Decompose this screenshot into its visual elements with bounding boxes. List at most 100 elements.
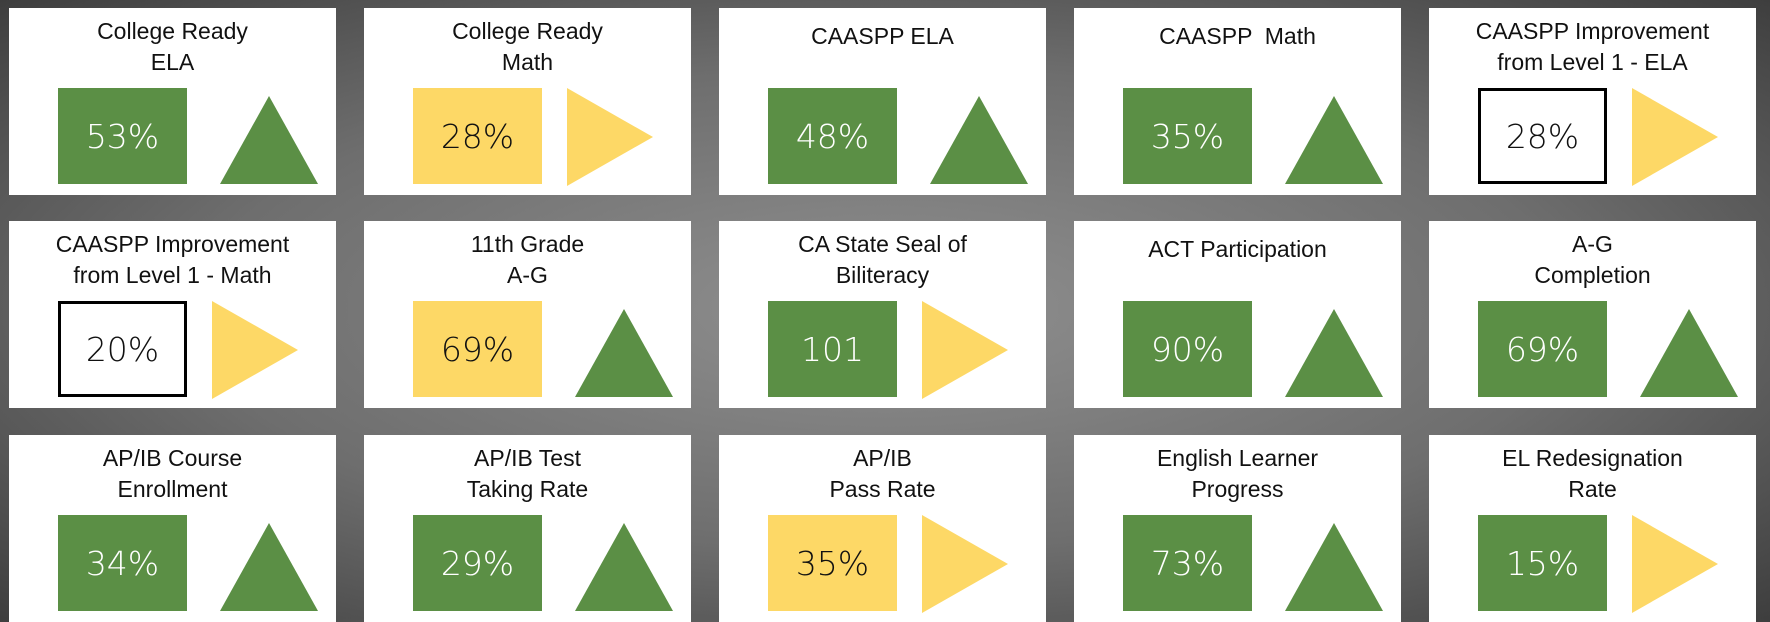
trend-triangle	[212, 301, 298, 399]
value-box: 69%	[413, 301, 542, 397]
title-line: Biliteracy	[835, 262, 930, 288]
trend-triangle	[1285, 96, 1383, 184]
card-title: ACT Participation	[1074, 234, 1401, 265]
kpi-card: A-G Completion 69%	[1429, 221, 1756, 408]
title-line: from Level 1 - ELA	[1497, 49, 1688, 75]
value-box: 101	[768, 301, 897, 397]
title-line: English Learner	[1156, 445, 1319, 471]
card-title: CAASPP ELA	[719, 21, 1046, 52]
card-title: AP/IB Pass Rate	[719, 443, 1046, 505]
title-line: EL Redesignation	[1502, 445, 1683, 471]
value-box: 73%	[1123, 515, 1252, 611]
trend-arrow	[1632, 88, 1718, 186]
trend-triangle	[575, 309, 673, 397]
card-title: College Ready Math	[364, 16, 691, 78]
kpi-card: CA State Seal of Biliteracy 101	[719, 221, 1046, 408]
value-box: 29%	[413, 515, 542, 611]
title-line: AP/IB	[853, 445, 912, 471]
trend-triangle	[1632, 515, 1718, 613]
value-box: 90%	[1123, 301, 1252, 397]
trend-arrow	[567, 88, 653, 186]
kpi-card: CAASPP Improvement from Level 1 - ELA 28%	[1429, 8, 1756, 195]
trend-triangle	[930, 96, 1028, 184]
kpi-card: CAASPP Math 35%	[1074, 8, 1401, 195]
trend-arrow	[1632, 515, 1718, 613]
value-box: 69%	[1478, 301, 1607, 397]
title-line: from Level 1 - Math	[73, 262, 272, 288]
trend-triangle	[1285, 309, 1383, 397]
value-box: 15%	[1478, 515, 1607, 611]
value-box: 28%	[413, 88, 542, 184]
card-title: AP/IB Test Taking Rate	[364, 443, 691, 505]
trend-arrow	[575, 309, 673, 397]
value-box: 34%	[58, 515, 187, 611]
trend-triangle	[922, 301, 1008, 399]
trend-arrow	[922, 515, 1008, 613]
title-line: 11th Grade	[470, 231, 585, 257]
card-title: 11th Grade A-G	[364, 229, 691, 291]
title-line: Taking Rate	[466, 476, 589, 502]
trend-arrow	[922, 301, 1008, 399]
kpi-card: AP/IB Course Enrollment 34%	[9, 435, 336, 622]
value-box: 20%	[58, 301, 187, 397]
trend-triangle	[220, 523, 318, 611]
trend-arrow	[1640, 309, 1738, 397]
value-box: 48%	[768, 88, 897, 184]
title-line: CAASPP Improvement	[55, 231, 290, 257]
title-line: Progress	[1191, 476, 1284, 502]
card-title: English Learner Progress	[1074, 443, 1401, 505]
value-box: 35%	[768, 515, 897, 611]
trend-triangle	[922, 515, 1008, 613]
trend-triangle	[1285, 523, 1383, 611]
kpi-card: College Ready Math 28%	[364, 8, 691, 195]
trend-arrow	[575, 523, 673, 611]
kpi-card: AP/IB Pass Rate 35%	[719, 435, 1046, 622]
title-line: CA State Seal of	[798, 231, 967, 257]
title-line: CAASPP ELA	[811, 23, 954, 49]
value-box: 35%	[1123, 88, 1252, 184]
kpi-card: 11th Grade A-G 69%	[364, 221, 691, 408]
kpi-card: ACT Participation 90%	[1074, 221, 1401, 408]
trend-arrow	[220, 96, 318, 184]
trend-arrow	[1285, 96, 1383, 184]
card-title: AP/IB Course Enrollment	[9, 443, 336, 505]
card-title: CAASPP Improvement from Level 1 - Math	[9, 229, 336, 291]
trend-triangle	[1632, 88, 1718, 186]
card-title: EL Redesignation Rate	[1429, 443, 1756, 505]
title-line: CAASPP Math	[1159, 23, 1316, 49]
card-title: A-G Completion	[1429, 229, 1756, 291]
title-line: CAASPP Improvement	[1475, 18, 1710, 44]
title-line: Pass Rate	[829, 476, 936, 502]
trend-triangle	[1640, 309, 1738, 397]
kpi-card: College Ready ELA 53%	[9, 8, 336, 195]
trend-arrow	[1285, 523, 1383, 611]
trend-triangle	[220, 96, 318, 184]
trend-arrow	[212, 301, 298, 399]
title-line: College Ready	[452, 18, 603, 44]
title-line: College Ready	[97, 18, 248, 44]
card-title: College Ready ELA	[9, 16, 336, 78]
card-title: CAASPP Math	[1074, 21, 1401, 52]
title-line: ELA	[150, 49, 195, 75]
kpi-card: AP/IB Test Taking Rate 29%	[364, 435, 691, 622]
title-line: Rate	[1568, 476, 1617, 502]
title-line: ACT Participation	[1148, 236, 1327, 262]
trend-arrow	[220, 523, 318, 611]
kpi-card: CAASPP ELA 48%	[719, 8, 1046, 195]
kpi-card: CAASPP Improvement from Level 1 - Math 20%	[9, 221, 336, 408]
card-title: CAASPP Improvement from Level 1 - ELA	[1429, 16, 1756, 78]
value-box: 28%	[1478, 88, 1607, 184]
kpi-card: English Learner Progress 73%	[1074, 435, 1401, 622]
value-box: 53%	[58, 88, 187, 184]
title-line: A-G	[1572, 231, 1613, 257]
card-title: CA State Seal of Biliteracy	[719, 229, 1046, 291]
title-line: Completion	[1534, 262, 1651, 288]
title-line: AP/IB Test	[474, 445, 581, 471]
title-line: Enrollment	[117, 476, 228, 502]
trend-triangle	[567, 88, 653, 186]
kpi-card: EL Redesignation Rate 15%	[1429, 435, 1756, 622]
title-line: A-G	[507, 262, 548, 288]
title-line: AP/IB Course	[102, 445, 243, 471]
trend-arrow	[1285, 309, 1383, 397]
